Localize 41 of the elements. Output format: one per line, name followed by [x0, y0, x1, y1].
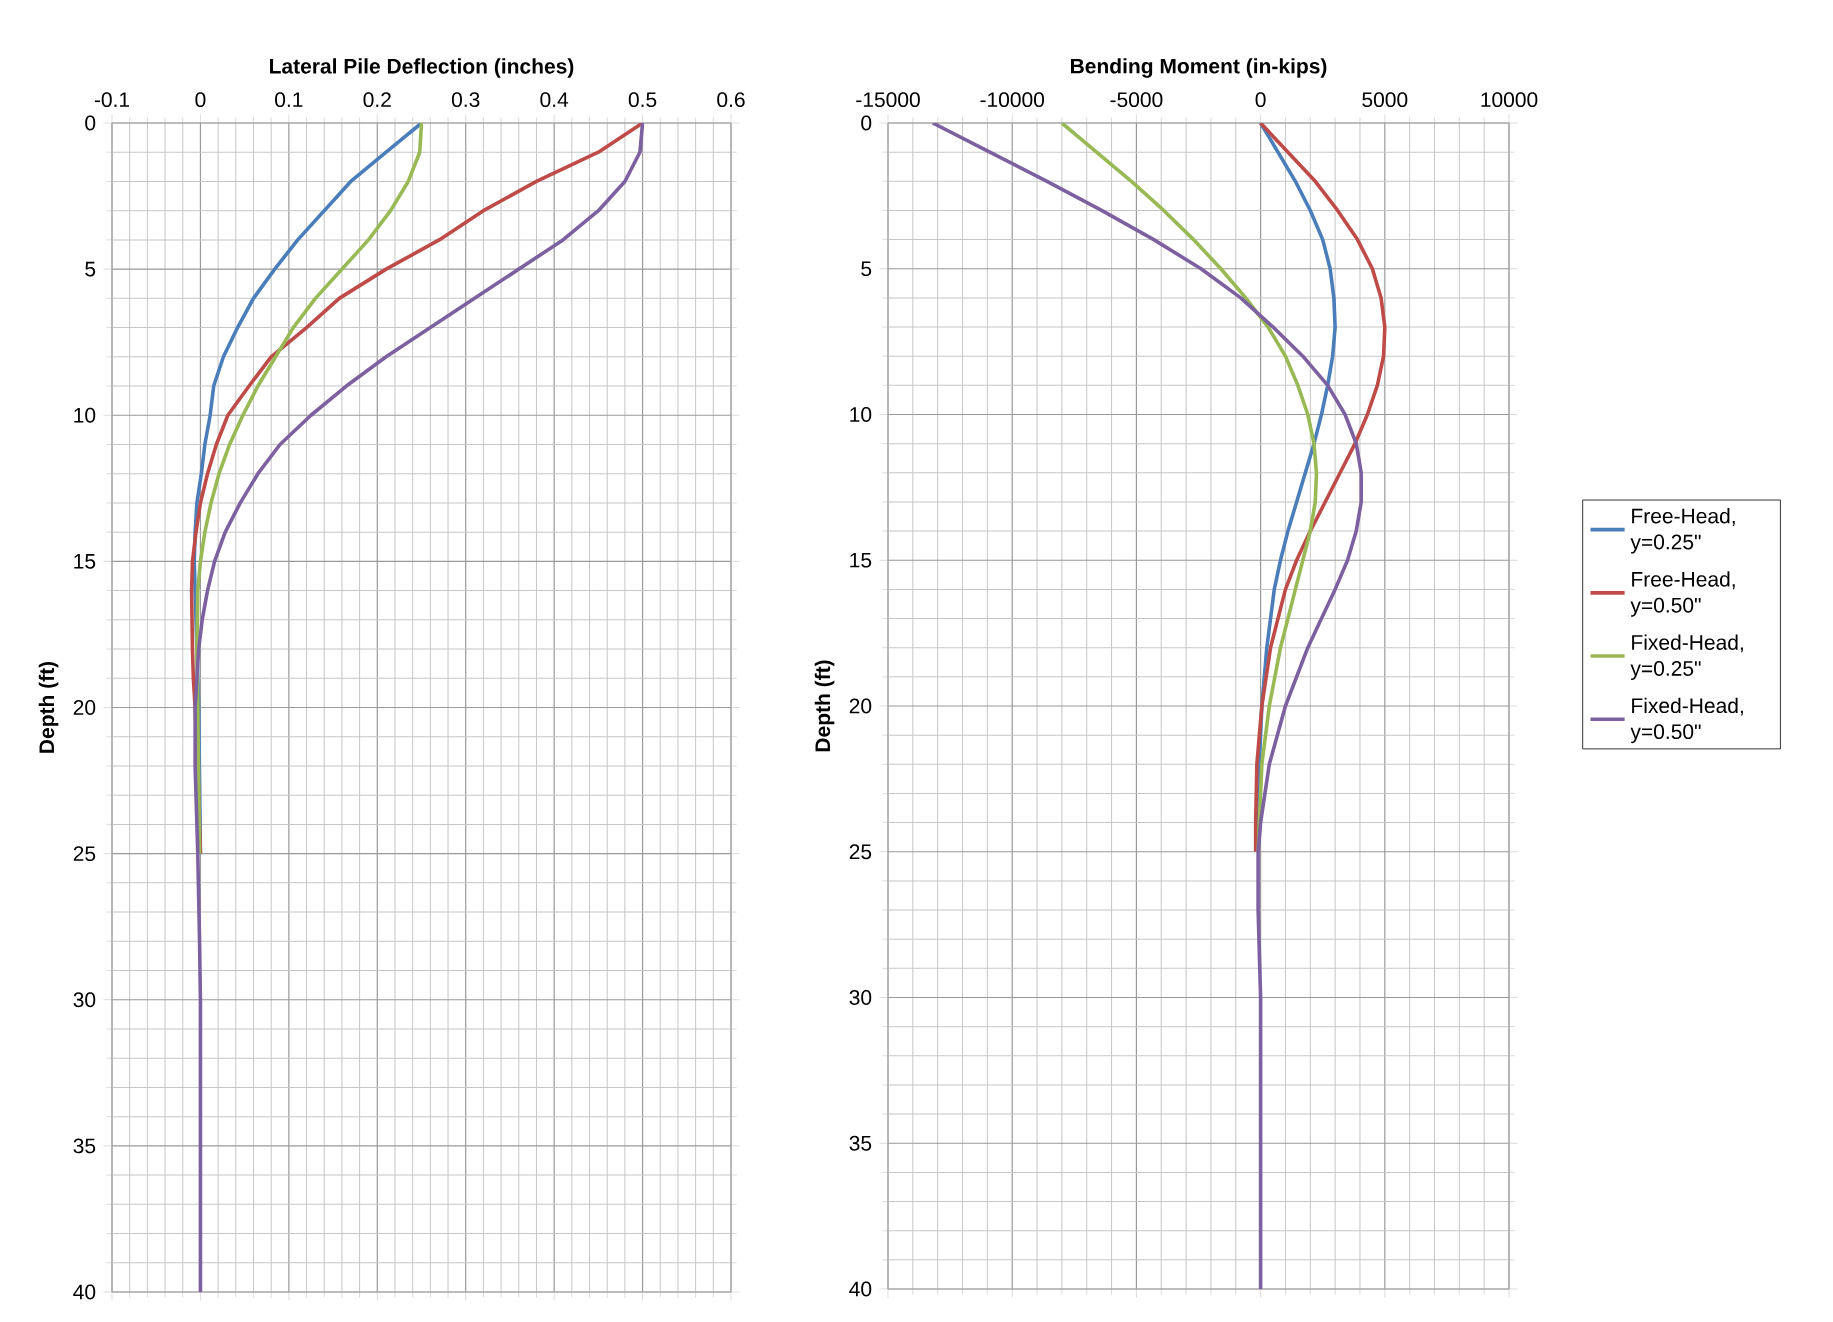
legend-label: Free-Head, y=0.50" — [1630, 571, 1735, 617]
line-series — [930, 123, 1364, 1289]
x-tick-label: 0 — [195, 92, 206, 108]
x-tick-label: -0.1 — [94, 92, 130, 108]
x-tick-label: -5000 — [1110, 92, 1163, 108]
x-tick-label: 0.4 — [540, 92, 569, 108]
x-tick-label: 0.5 — [628, 92, 657, 108]
y-axis-title: Depth (ft) — [38, 661, 59, 753]
y-tick-label: 5 — [861, 261, 872, 277]
x-tick-label: 0.2 — [363, 92, 391, 108]
x-tick-label: -15000 — [856, 92, 920, 108]
x-tick-label: -10000 — [980, 92, 1045, 108]
legend-label: Fixed-Head, y=0.50" — [1630, 697, 1743, 744]
y-tick-label: 0 — [85, 115, 96, 131]
x-tick-label: 0.6 — [717, 92, 745, 108]
y-axis-title: Depth (ft) — [814, 660, 835, 752]
y-tick-label: 25 — [849, 844, 872, 860]
y-tick-label: 25 — [73, 846, 96, 862]
y-tick-label: 40 — [73, 1284, 96, 1300]
x-tick-label: 0.3 — [451, 92, 480, 108]
legend-label: Free-Head, y=0.25" — [1630, 508, 1735, 554]
x-tick-label: 0.1 — [275, 92, 303, 108]
y-tick-label: 30 — [73, 992, 96, 1008]
y-tick-label: 15 — [74, 554, 96, 569]
x-axis-title: Lateral Pile Deflection (inches) — [270, 58, 574, 78]
y-tick-label: 35 — [73, 1138, 96, 1154]
y-tick-label: 40 — [849, 1281, 872, 1297]
y-tick-label: 30 — [849, 990, 872, 1005]
legend-label: Fixed-Head, y=0.25" — [1630, 634, 1743, 681]
x-tick-label: 10000 — [1481, 92, 1538, 108]
x-tick-label: 5000 — [1362, 92, 1408, 108]
y-tick-label: 35 — [849, 1135, 872, 1151]
y-tick-label: 5 — [85, 261, 96, 277]
y-tick-label: 20 — [73, 700, 96, 715]
y-tick-label: 10 — [74, 407, 96, 423]
y-tick-label: 0 — [861, 115, 872, 131]
y-tick-label: 10 — [850, 407, 872, 422]
x-tick-label: 0 — [1255, 92, 1266, 108]
y-tick-label: 15 — [850, 552, 872, 568]
x-axis-title: Bending Moment (in-kips) — [1071, 58, 1327, 78]
y-tick-label: 20 — [849, 698, 872, 714]
